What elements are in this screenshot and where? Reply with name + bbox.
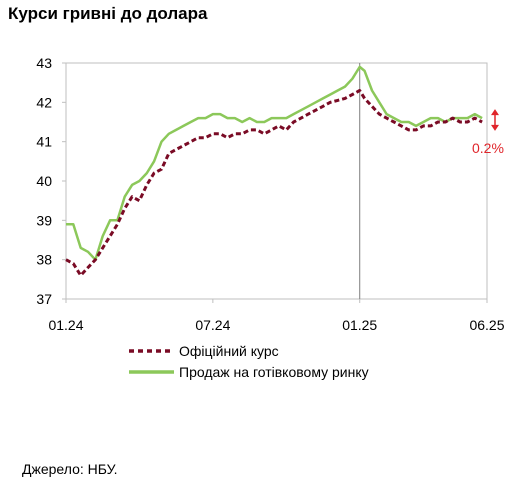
y-tick-label: 38 xyxy=(36,252,52,268)
annotation-arrow-head-up xyxy=(491,109,499,116)
annotation-arrow-head-down xyxy=(491,124,499,131)
series-line-cash xyxy=(66,65,483,261)
y-tick-label: 39 xyxy=(36,212,52,228)
x-tick-label: 06.25 xyxy=(469,317,504,333)
y-tick-label: 41 xyxy=(36,134,52,150)
plot-border xyxy=(65,62,488,300)
series-layer xyxy=(65,65,483,277)
chart-title: Курси гривні до долара xyxy=(8,4,208,23)
x-tick-label: 01.24 xyxy=(48,317,83,333)
y-tick-label: 43 xyxy=(36,55,52,71)
plot-frame xyxy=(65,62,488,300)
legend: Офіційний курс Продаж на готівковому рин… xyxy=(129,343,369,380)
series-line-official xyxy=(65,89,483,277)
x-tick-label: 01.25 xyxy=(342,317,377,333)
annotation-label: 0.2% xyxy=(472,140,504,156)
annotation: 0.2% xyxy=(472,109,504,156)
y-tick-label: 42 xyxy=(36,94,52,110)
y-tick-label: 40 xyxy=(36,173,52,189)
y-axis-ticks: 37 38 39 40 41 42 43 xyxy=(36,55,66,307)
y-tick-label: 37 xyxy=(36,291,52,307)
legend-label-official: Офіційний курс xyxy=(179,343,279,359)
legend-item-official: Офіційний курс xyxy=(129,343,279,359)
legend-item-cash: Продаж на готівковому ринку xyxy=(129,364,369,380)
x-tick-label: 07.24 xyxy=(195,317,230,333)
x-axis-ticks: 01.24 07.24 01.25 06.25 xyxy=(48,299,505,333)
source-note: Джерело: НБУ. xyxy=(22,461,118,477)
legend-label-cash: Продаж на готівковому ринку xyxy=(179,364,369,380)
